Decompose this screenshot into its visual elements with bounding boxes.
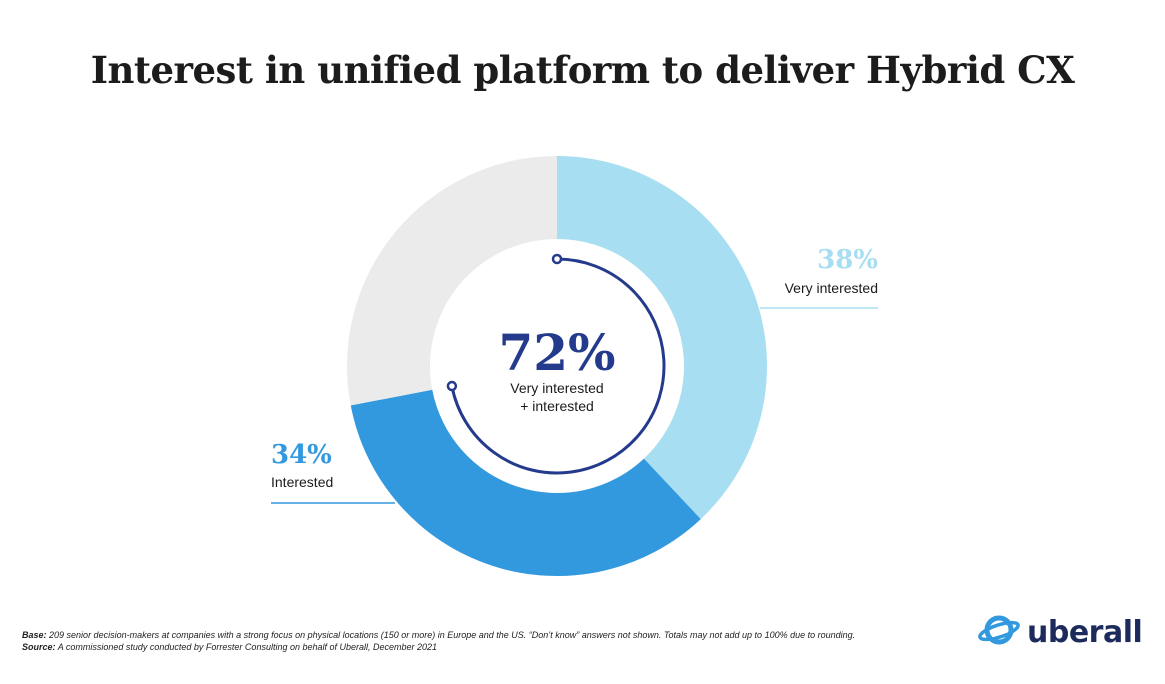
- base-text: 209 senior decision-makers at companies …: [49, 630, 856, 640]
- center-label-line1: Very interested: [510, 380, 603, 396]
- center-value: 72%: [498, 323, 615, 382]
- planet-ring-icon: [977, 612, 1021, 653]
- donut-slice-remainder: [346, 156, 557, 406]
- donut-slice-interested: [350, 389, 701, 577]
- uberall-logo: uberall: [977, 612, 1143, 653]
- footnote-base: Base: 209 senior decision-makers at comp…: [22, 629, 962, 641]
- footnote: Base: 209 senior decision-makers at comp…: [22, 629, 962, 653]
- combined-interest-arc: [450, 257, 666, 475]
- base-label: Base:: [22, 630, 47, 640]
- footnote-source: Source: A commissioned study conducted b…: [22, 641, 962, 653]
- callouts: 38% Very interested 34% Interested: [271, 245, 878, 504]
- source-text: A commissioned study conducted by Forres…: [57, 642, 438, 652]
- donut-slices: [346, 156, 768, 577]
- data-label-very-interested-name: Very interested: [785, 280, 878, 296]
- chart-title: Interest in unified platform to deliver …: [90, 48, 1075, 92]
- logo-wordmark: uberall: [1027, 614, 1143, 650]
- arc-end-dot: [446, 380, 458, 392]
- data-label-interested-name: Interested: [271, 474, 333, 490]
- data-label-very-interested-value: 38%: [817, 245, 878, 275]
- donut-slice-very-interested: [557, 156, 768, 520]
- source-label: Source:: [22, 642, 56, 652]
- center-summary: 72% Very interested + interested: [446, 253, 666, 475]
- data-label-interested-value: 34%: [271, 440, 332, 470]
- center-label-line2: + interested: [520, 398, 594, 414]
- arc-start-dot: [551, 253, 563, 265]
